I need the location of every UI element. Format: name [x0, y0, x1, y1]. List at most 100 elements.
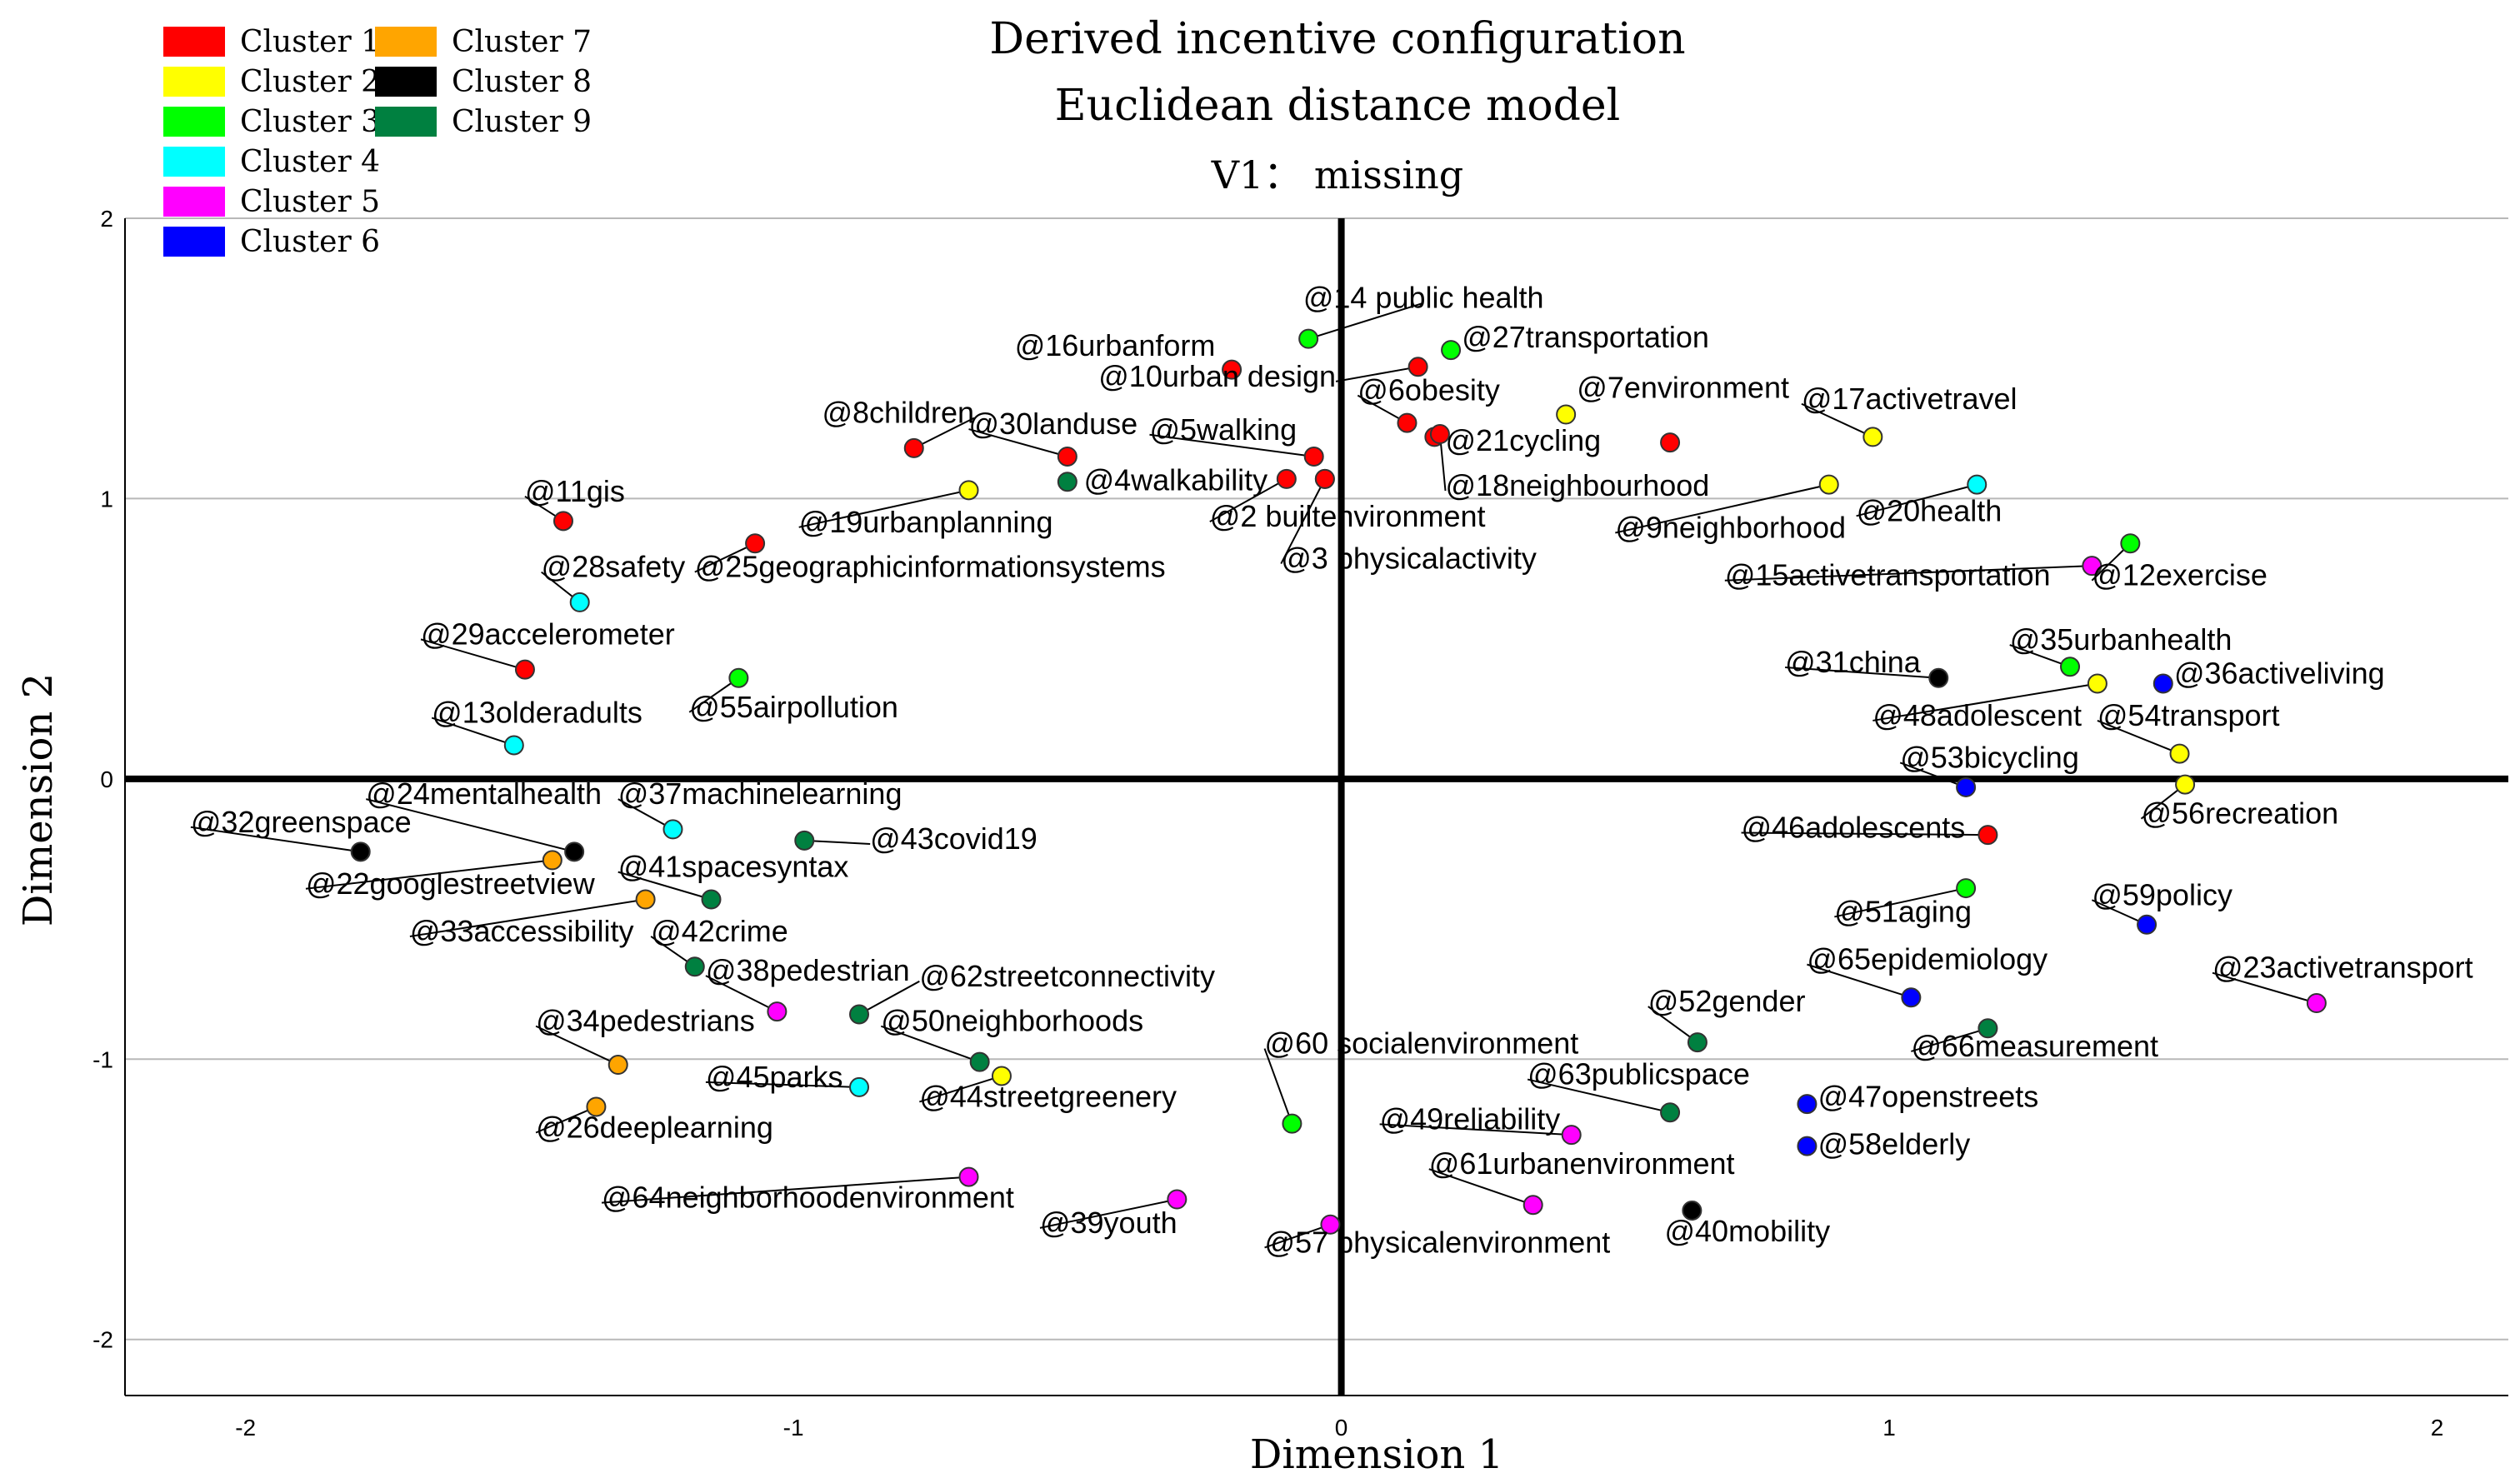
legend-swatch	[163, 67, 225, 97]
data-point	[958, 480, 979, 501]
leader-line	[858, 980, 920, 1016]
data-point	[1901, 987, 1922, 1008]
point-label: @30landuse	[969, 407, 1138, 441]
point-label: @6obesity	[1358, 373, 1500, 407]
point-label: @17activetravel	[1802, 382, 2018, 416]
legend-label: Cluster 9	[452, 105, 592, 139]
point-label: @19urbanplanning	[799, 505, 1053, 539]
data-point	[1397, 412, 1418, 433]
leader-line	[1834, 887, 1967, 918]
point-label: @64neighborhoodenvironment	[602, 1181, 1014, 1215]
leader-line	[1335, 366, 1418, 382]
leader-line	[1899, 761, 1967, 788]
data-point	[2152, 673, 2173, 694]
point-label: @59policy	[2092, 877, 2232, 911]
data-points	[350, 328, 2327, 1235]
data-point	[552, 511, 573, 532]
data-point	[684, 956, 705, 977]
point-label: @42crime	[651, 914, 788, 948]
leader-line	[1379, 1123, 1572, 1136]
legend-swatch	[163, 227, 225, 257]
data-point	[1818, 474, 1839, 495]
legend-label: Cluster 5	[240, 185, 380, 219]
legend-swatch	[375, 107, 437, 137]
leader-line	[688, 677, 739, 713]
point-label: @23activetransport	[2212, 951, 2473, 985]
leader-line	[705, 1081, 860, 1088]
leader-line	[1308, 302, 1424, 340]
point-label: @7environment	[1577, 370, 1789, 404]
leader-line	[1801, 402, 1873, 438]
leader-line	[1149, 433, 1314, 457]
data-point	[1682, 1200, 1702, 1221]
leader-line	[2091, 899, 2148, 926]
y-tick-label: -1	[92, 1046, 113, 1072]
point-label: @39youth	[1040, 1206, 1178, 1240]
point-label: @52gender	[1648, 984, 1806, 1018]
legend-swatch	[163, 187, 225, 217]
data-point	[794, 830, 815, 851]
data-point	[564, 841, 585, 862]
data-point	[1441, 340, 1462, 361]
data-point	[701, 889, 722, 910]
point-label: @49reliability	[1380, 1101, 1561, 1136]
data-point	[849, 1076, 870, 1097]
legend-label: Cluster 7	[452, 25, 592, 59]
point-label: @27transportation	[1462, 320, 1709, 354]
point-label: @50neighborhoods	[881, 1004, 1143, 1038]
point-label: @53bicycling	[1900, 740, 2079, 774]
point-label: @20health	[1857, 493, 2002, 527]
legend: Cluster 1 Cluster 2 Cluster 3 Cluster 4 Clus…	[163, 25, 592, 259]
chart-subtitle-variable: V1： missing	[1211, 152, 1463, 197]
leader-line	[1785, 667, 1939, 679]
data-point	[2087, 673, 2108, 694]
point-label: @26deeplearning	[536, 1110, 773, 1144]
point-label: @25geographicinformationsystems	[695, 550, 1166, 584]
data-point	[1320, 1214, 1341, 1235]
point-label: @65epidemiology	[1807, 942, 2048, 976]
data-point	[1408, 357, 1428, 377]
data-point	[1956, 776, 1977, 797]
x-tick-label: 1	[1882, 1415, 1896, 1441]
point-label: @12exercise	[2092, 558, 2268, 592]
point-label: @9neighborhood	[1615, 511, 1846, 545]
point-labels: @14 public health @27transportation @16urb…	[191, 281, 2473, 1260]
leader-line	[1615, 483, 1829, 534]
leader-line	[705, 975, 778, 1012]
data-point	[1057, 446, 1078, 467]
legend-swatch	[375, 67, 437, 97]
data-point	[958, 1166, 979, 1187]
leader-line	[601, 1176, 969, 1204]
data-point	[503, 735, 524, 756]
point-label: @48adolescent	[1872, 698, 2082, 732]
point-label: @54transport	[2098, 698, 2280, 732]
leader-line	[804, 839, 871, 845]
data-point	[586, 1096, 607, 1117]
data-point	[849, 1004, 870, 1025]
leader-line	[1807, 963, 1912, 999]
data-point	[1928, 667, 1949, 688]
leader-line	[798, 489, 969, 528]
point-label: @43covid19	[870, 821, 1038, 856]
legend-swatch	[375, 27, 437, 57]
point-label: @3 physicalactivity	[1281, 542, 1537, 576]
data-point	[1797, 1136, 1818, 1156]
leader-line	[1856, 483, 1978, 517]
point-label: @11gis	[525, 474, 625, 508]
x-tick-label: 2	[2431, 1415, 2444, 1441]
leader-line	[431, 717, 515, 746]
data-point	[1429, 424, 1450, 445]
leader-line	[694, 542, 756, 573]
data-point	[514, 659, 535, 680]
data-point	[1862, 427, 1883, 447]
leader-line	[1741, 831, 1988, 836]
y-tick-label: 1	[100, 486, 113, 512]
x-axis-title: Dimension 1	[1250, 1431, 1503, 1478]
point-label: @61urbanenvironment	[1429, 1146, 1735, 1181]
point-label: @56recreation	[2141, 796, 2338, 831]
point-label: @31china	[1785, 645, 1922, 679]
point-label: @18neighbourhood	[1446, 468, 1710, 502]
data-point	[991, 1066, 1012, 1086]
data-point	[1167, 1189, 1188, 1210]
point-label: @41spacesyntax	[618, 850, 849, 884]
